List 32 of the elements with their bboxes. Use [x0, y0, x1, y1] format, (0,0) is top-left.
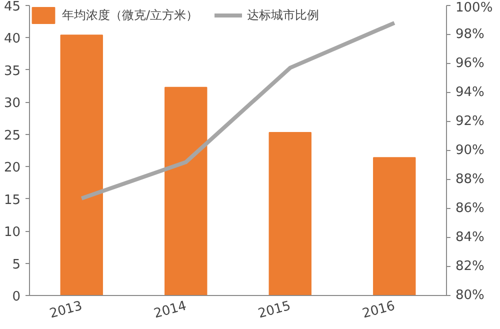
y2-tick-label: 98% — [456, 27, 484, 42]
y-tick-label: 20 — [4, 160, 21, 176]
y2-tick-label: 96% — [456, 56, 484, 71]
y2-tick-label: 88% — [456, 172, 484, 187]
bar — [164, 86, 208, 296]
y-tick-label: 15 — [4, 192, 21, 208]
y2-tick-label: 84% — [456, 230, 484, 245]
y-tick-label: 30 — [4, 96, 21, 112]
y2-tick-label: 86% — [456, 201, 484, 216]
line-series — [80, 20, 396, 200]
x-tick-label: 2014 — [152, 298, 188, 322]
legend-label: 达标城市比例 — [247, 6, 320, 24]
y2-tick-label: 90% — [456, 143, 484, 158]
y2-tick-label: 94% — [456, 85, 484, 100]
x-tick-label: 2015 — [256, 298, 292, 322]
y2-tick-label: 82% — [456, 259, 484, 274]
y-tick-label: 10 — [4, 225, 21, 240]
y-tick-label: 25 — [4, 128, 21, 144]
y-tick-label: 0 — [12, 290, 21, 304]
x-tick-label: 2016 — [360, 298, 397, 322]
legend-label: 年均浓度（微克/立方米） — [62, 6, 198, 24]
y-tick-label: 45 — [4, 0, 21, 14]
bar — [268, 132, 312, 296]
bar — [60, 34, 103, 296]
y-tick-label: 5 — [12, 257, 21, 272]
y-tick-label: 40 — [4, 32, 21, 47]
y2-tick-label: 80% — [456, 288, 484, 303]
bar — [373, 157, 416, 296]
y2-tick-label: 92% — [456, 114, 484, 129]
y2-tick-label: 100% — [456, 0, 493, 16]
x-tick-label: 2013 — [48, 298, 84, 322]
y-tick-label: 35 — [4, 64, 21, 79]
